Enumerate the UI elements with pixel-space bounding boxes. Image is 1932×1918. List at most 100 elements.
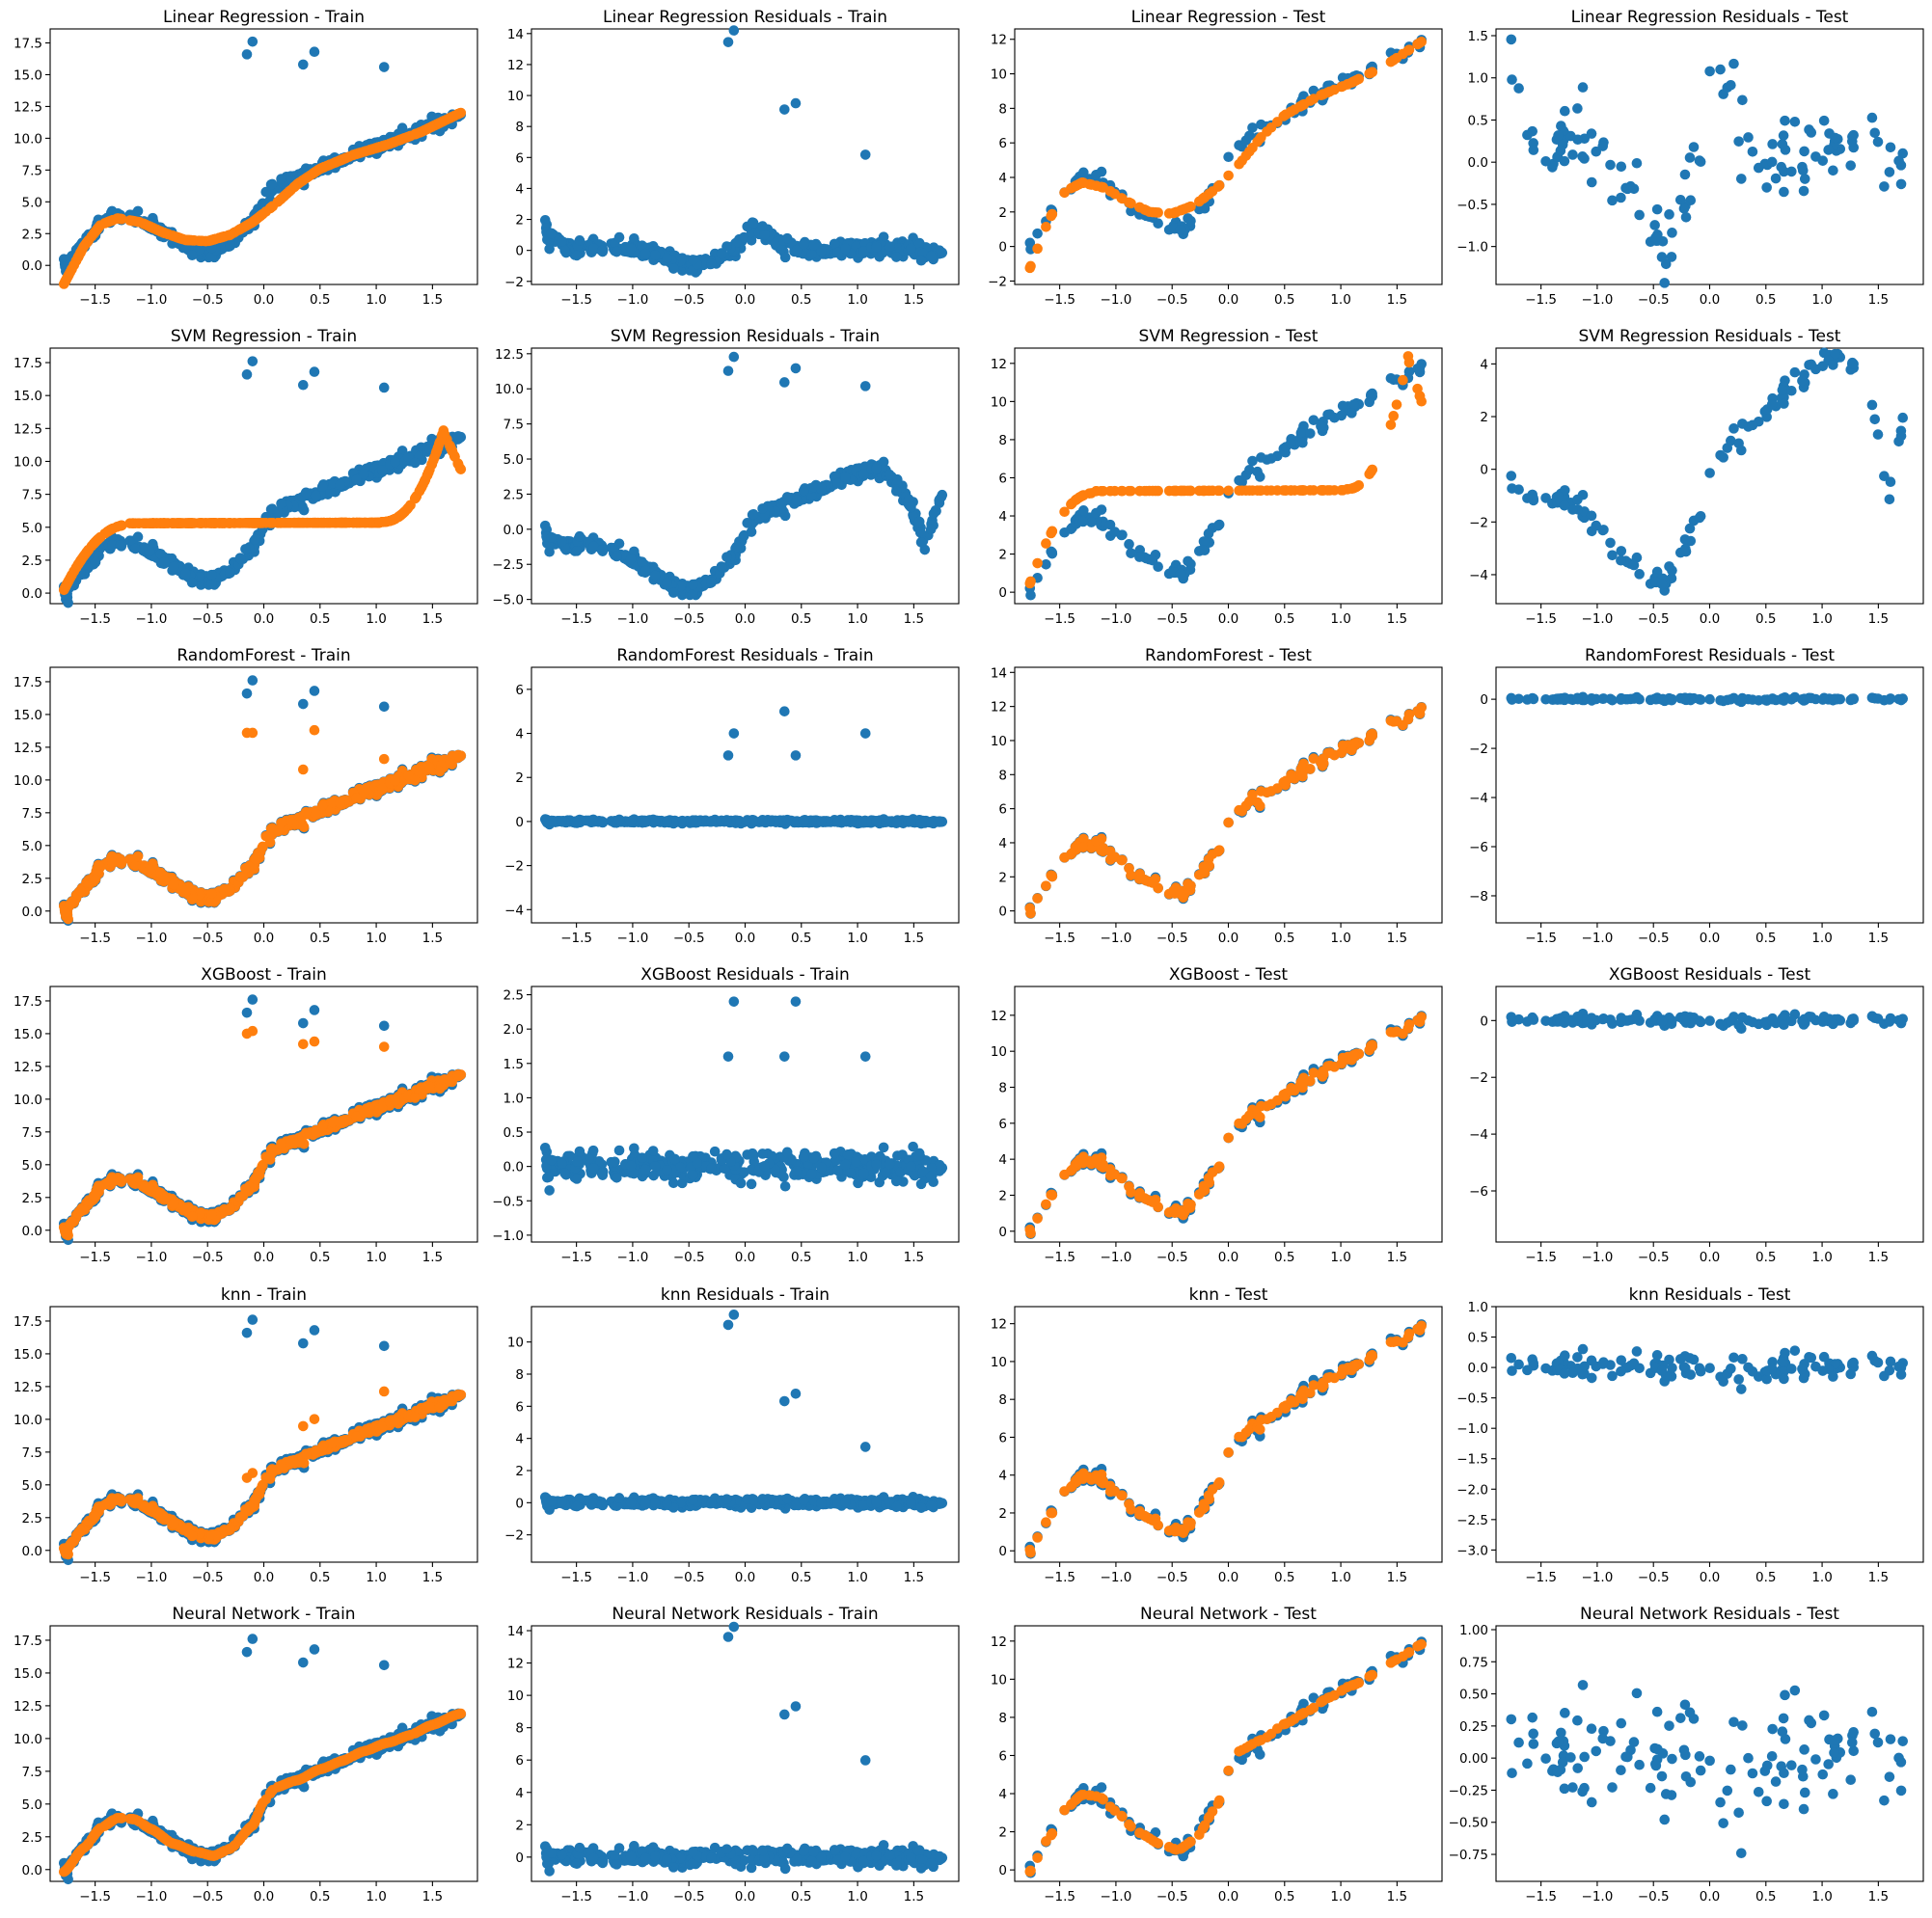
- actual-point: [1305, 428, 1316, 439]
- axes-frame: [1014, 347, 1443, 605]
- predicted-point: [168, 879, 179, 890]
- actual-point: [1336, 410, 1347, 421]
- residual-point: [1879, 181, 1890, 192]
- predicted-point: [424, 464, 435, 475]
- actual-point: [1175, 225, 1186, 235]
- y-tick-label: 15.0: [14, 389, 42, 404]
- subplot-title: Linear Regression - Train: [163, 8, 365, 27]
- predicted-point: [276, 517, 286, 528]
- predicted-point: [75, 555, 86, 566]
- residual-point: [721, 552, 732, 562]
- y-tick-label: 4: [998, 509, 1007, 525]
- y-tick-label: −4: [1469, 568, 1488, 583]
- actual-point: [276, 498, 286, 509]
- predicted-point: [444, 758, 455, 770]
- predicted-point: [1391, 52, 1402, 64]
- predicted-point: [1385, 419, 1397, 430]
- residual-point: [915, 537, 927, 548]
- predicted-point: [1285, 485, 1296, 496]
- residual-point: [1628, 559, 1640, 571]
- residual-point: [1688, 142, 1700, 152]
- subplot-7: SVM Regression Residuals - Test−1.5 −1.0−…: [1469, 327, 1924, 627]
- residual-point: [1828, 165, 1838, 176]
- residual-point: [1597, 525, 1609, 536]
- residual-point: [1607, 550, 1618, 561]
- y-tick-label: −0.5: [1456, 198, 1488, 213]
- predicted-point: [378, 516, 390, 527]
- predicted-point: [107, 215, 118, 226]
- predicted-point: [1025, 260, 1036, 272]
- residual-point: [1766, 399, 1778, 410]
- x-tick-label: 0.0: [735, 611, 755, 627]
- residual-point: [1605, 537, 1616, 549]
- residual-point: [1540, 155, 1551, 167]
- predicted-point: [1077, 490, 1089, 501]
- y-tick-label: 4: [998, 836, 1007, 851]
- predicted-point: [1104, 485, 1116, 497]
- predicted-point: [1265, 122, 1277, 133]
- residual-point: [925, 524, 937, 535]
- actual-point: [1134, 552, 1145, 562]
- residual-point: [1737, 95, 1748, 106]
- residual-point: [906, 816, 916, 827]
- residual-point: [1695, 510, 1706, 522]
- x-tick-label: −1.5: [1525, 611, 1557, 627]
- residual-point: [1789, 366, 1801, 378]
- predicted-point: [298, 517, 309, 528]
- y-tick-label: 12.5: [14, 741, 42, 756]
- y-tick-label: 8: [998, 433, 1007, 448]
- x-tick-label: −1.0: [617, 611, 649, 627]
- x-tick-label: −0.5: [1638, 292, 1670, 308]
- predicted-point: [93, 859, 104, 871]
- predicted-point: [1116, 485, 1128, 497]
- actual-point: [1337, 400, 1348, 412]
- x-tick-label: 1.0: [1330, 611, 1350, 627]
- actual-point: [247, 675, 259, 686]
- residual-point: [871, 463, 882, 474]
- y-tick-label: 0.0: [22, 586, 42, 602]
- residual-point: [1818, 115, 1830, 126]
- residual-point: [1884, 494, 1895, 505]
- actual-point: [1124, 539, 1134, 550]
- residual-point: [1869, 414, 1881, 425]
- residual-point: [1817, 361, 1829, 371]
- predicted-point: [309, 724, 320, 736]
- y-tick-label: 2.5: [503, 487, 524, 502]
- residual-point: [1797, 375, 1808, 387]
- y-tick-label: 6: [998, 136, 1007, 151]
- residual-point: [667, 587, 679, 598]
- y-tick-label: 5.0: [22, 839, 42, 854]
- predicted-point: [1316, 485, 1326, 496]
- x-tick-label: −1.5: [1044, 611, 1075, 627]
- residual-point: [779, 377, 790, 388]
- x-tick-label: −0.5: [1156, 931, 1188, 946]
- x-tick-label: −0.5: [192, 931, 224, 946]
- actual-point: [132, 531, 144, 543]
- residual-point: [716, 561, 727, 573]
- actual-point: [132, 205, 144, 217]
- x-tick-label: 0.0: [254, 292, 274, 308]
- predicted-point: [452, 458, 463, 469]
- predicted-point: [1402, 45, 1414, 56]
- residual-point: [1679, 534, 1691, 545]
- predicted-point: [1091, 486, 1102, 497]
- residual-point: [1616, 192, 1626, 203]
- residual-point: [706, 816, 717, 827]
- residual-point: [779, 706, 790, 716]
- predicted-point: [65, 899, 76, 909]
- predicted-point: [1175, 485, 1186, 497]
- x-tick-label: 1.5: [1387, 292, 1407, 308]
- residual-point: [790, 363, 802, 374]
- residual-point: [649, 250, 661, 260]
- residual-point: [1664, 209, 1674, 220]
- predicted-point: [234, 872, 246, 882]
- actual-point: [241, 688, 253, 699]
- predicted-point: [158, 875, 170, 886]
- residual-point: [1522, 493, 1533, 503]
- residual-point: [1631, 157, 1643, 169]
- y-tick-label: 10: [991, 394, 1007, 410]
- axes-frame: [1014, 666, 1443, 924]
- predicted-point: [1234, 158, 1244, 170]
- residual-point: [728, 351, 740, 363]
